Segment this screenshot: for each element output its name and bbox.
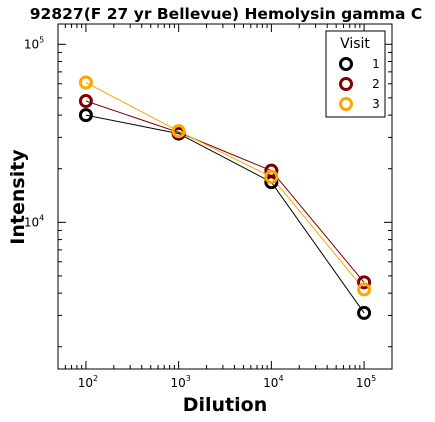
- y-axis-label: Intensity: [7, 149, 29, 245]
- series-3-point: [78, 75, 93, 90]
- plot-frame: [57, 23, 393, 370]
- series-1-point: [78, 108, 93, 123]
- x-axis-label: Dilution: [183, 394, 268, 416]
- y-tick-label: 104: [24, 213, 44, 229]
- series-2-point: [357, 275, 372, 290]
- legend-label-2: 2: [372, 77, 380, 91]
- legend-marker-1: [339, 57, 353, 71]
- series-3-point: [171, 124, 186, 139]
- series-1-point: [357, 305, 372, 320]
- x-tick-label: 104: [263, 374, 283, 390]
- legend-title: Visit: [340, 36, 370, 52]
- plot-area: 102 103 104 105 104 105: [24, 24, 393, 390]
- series-2-point: [78, 94, 93, 109]
- x-tick-label: 103: [170, 374, 190, 390]
- legend-box: [325, 30, 386, 118]
- legend-marker-3: [339, 97, 353, 111]
- series-2-line: [85, 100, 365, 283]
- series-2-point: [264, 163, 279, 178]
- x-tick-label: 102: [78, 374, 98, 390]
- chart-title: 92827(F 27 yr Bellevue) Hemolysin gamma …: [30, 5, 422, 23]
- series-3-line: [85, 82, 365, 290]
- series-1-line: [85, 114, 365, 314]
- series-3-point: [357, 282, 372, 297]
- series-3-point: [264, 169, 279, 184]
- legend: Visit 1 2 3: [325, 30, 386, 118]
- legend-marker-2: [339, 77, 353, 91]
- y-tick-label: 105: [24, 35, 44, 51]
- x-tick-label: 105: [356, 374, 376, 390]
- legend-label-1: 1: [372, 57, 380, 71]
- legend-label-3: 3: [372, 97, 380, 111]
